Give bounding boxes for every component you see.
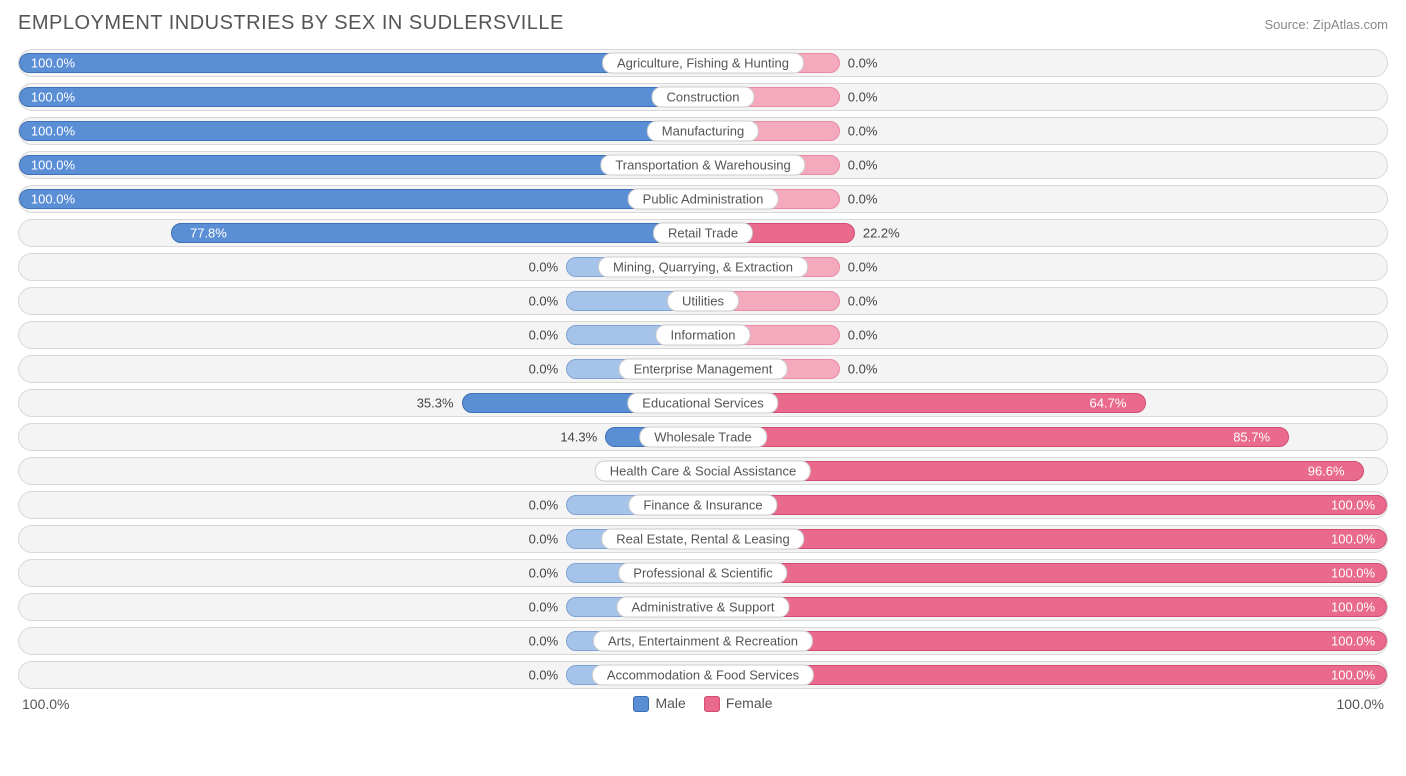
female-value: 0.0% — [848, 260, 878, 275]
female-value: 0.0% — [848, 56, 878, 71]
male-bar — [19, 53, 703, 73]
legend-male: Male — [633, 695, 685, 712]
legend-female-label: Female — [726, 695, 773, 711]
male-value: 0.0% — [529, 294, 559, 309]
category-label: Manufacturing — [647, 121, 759, 142]
chart-row: 0.0% 0.0% Enterprise Management — [18, 355, 1388, 383]
chart-row: 100.0% 0.0% Transportation & Warehousing — [18, 151, 1388, 179]
female-bar — [703, 597, 1387, 617]
category-label: Wholesale Trade — [639, 427, 767, 448]
male-bar — [19, 87, 703, 107]
category-label: Administrative & Support — [616, 597, 789, 618]
legend-female: Female — [704, 695, 773, 712]
chart-row: 0.0% 0.0% Utilities — [18, 287, 1388, 315]
male-bar — [171, 223, 703, 243]
chart-row: 35.3% 64.7% Educational Services — [18, 389, 1388, 417]
category-label: Health Care & Social Assistance — [595, 461, 811, 482]
male-value: 0.0% — [529, 566, 559, 581]
category-label: Finance & Insurance — [628, 495, 777, 516]
chart-row: 14.3% 85.7% Wholesale Trade — [18, 423, 1388, 451]
male-value: 0.0% — [529, 328, 559, 343]
chart-row: 77.8% 22.2% Retail Trade — [18, 219, 1388, 247]
male-value: 0.0% — [529, 634, 559, 649]
female-value: 0.0% — [848, 192, 878, 207]
category-label: Information — [655, 325, 750, 346]
female-bar — [703, 427, 1289, 447]
chart-row: 100.0% 0.0% Construction — [18, 83, 1388, 111]
female-bar — [703, 495, 1387, 515]
chart-title: EMPLOYMENT INDUSTRIES BY SEX IN SUDLERSV… — [18, 12, 564, 35]
category-label: Educational Services — [627, 393, 778, 414]
chart-row: 0.0% 100.0% Accommodation & Food Services — [18, 661, 1388, 689]
chart-row: 0.0% 100.0% Real Estate, Rental & Leasing — [18, 525, 1388, 553]
male-value: 14.3% — [560, 430, 597, 445]
male-bar — [19, 189, 703, 209]
legend-male-label: Male — [655, 695, 685, 711]
category-label: Retail Trade — [653, 223, 753, 244]
legend: Male Female — [633, 695, 772, 712]
chart-row: 0.0% 100.0% Arts, Entertainment & Recreati… — [18, 627, 1388, 655]
source-attribution: Source: ZipAtlas.com — [1264, 17, 1388, 32]
male-value: 0.0% — [529, 498, 559, 513]
female-value: 100.0% — [1331, 532, 1375, 547]
axis-right-label: 100.0% — [1337, 696, 1384, 712]
axis-left-label: 100.0% — [22, 696, 69, 712]
chart-row: 0.0% 100.0% Finance & Insurance — [18, 491, 1388, 519]
female-value: 100.0% — [1331, 566, 1375, 581]
male-value: 100.0% — [31, 192, 75, 207]
male-value: 100.0% — [31, 124, 75, 139]
male-value: 0.0% — [529, 362, 559, 377]
female-value: 100.0% — [1331, 498, 1375, 513]
female-value: 100.0% — [1331, 668, 1375, 683]
female-value: 96.6% — [1308, 464, 1345, 479]
male-value: 0.0% — [529, 600, 559, 615]
category-label: Utilities — [667, 291, 739, 312]
chart-row: 100.0% 0.0% Manufacturing — [18, 117, 1388, 145]
chart-row: 0.0% 100.0% Administrative & Support — [18, 593, 1388, 621]
female-value: 100.0% — [1331, 600, 1375, 615]
category-label: Arts, Entertainment & Recreation — [593, 631, 813, 652]
male-value: 100.0% — [31, 56, 75, 71]
male-value: 100.0% — [31, 90, 75, 105]
female-value: 0.0% — [848, 158, 878, 173]
male-value: 0.0% — [529, 260, 559, 275]
female-bar — [703, 563, 1387, 583]
male-bar — [19, 121, 703, 141]
male-swatch-icon — [633, 696, 649, 712]
male-value: 77.8% — [190, 226, 227, 241]
category-label: Mining, Quarrying, & Extraction — [598, 257, 808, 278]
female-value: 85.7% — [1233, 430, 1270, 445]
category-label: Accommodation & Food Services — [592, 665, 814, 686]
category-label: Construction — [652, 87, 755, 108]
chart-row: 0.0% 0.0% Mining, Quarrying, & Extraction — [18, 253, 1388, 281]
male-value: 0.0% — [529, 668, 559, 683]
chart-row: 0.0% 0.0% Information — [18, 321, 1388, 349]
diverging-bar-chart: 100.0% 0.0% Agriculture, Fishing & Hunting… — [18, 49, 1388, 689]
category-label: Professional & Scientific — [618, 563, 787, 584]
category-label: Agriculture, Fishing & Hunting — [602, 53, 804, 74]
female-value: 0.0% — [848, 124, 878, 139]
category-label: Enterprise Management — [619, 359, 788, 380]
female-value: 0.0% — [848, 294, 878, 309]
chart-row: 100.0% 0.0% Agriculture, Fishing & Hunting — [18, 49, 1388, 77]
chart-row: 0.0% 100.0% Professional & Scientific — [18, 559, 1388, 587]
category-label: Public Administration — [628, 189, 779, 210]
category-label: Real Estate, Rental & Leasing — [601, 529, 804, 550]
male-value: 100.0% — [31, 158, 75, 173]
female-value: 64.7% — [1090, 396, 1127, 411]
female-value: 0.0% — [848, 90, 878, 105]
female-value: 0.0% — [848, 328, 878, 343]
chart-row: 100.0% 0.0% Public Administration — [18, 185, 1388, 213]
female-value: 22.2% — [863, 226, 900, 241]
male-value: 0.0% — [529, 532, 559, 547]
male-value: 35.3% — [417, 396, 454, 411]
female-swatch-icon — [704, 696, 720, 712]
female-value: 100.0% — [1331, 634, 1375, 649]
category-label: Transportation & Warehousing — [600, 155, 805, 176]
female-value: 0.0% — [848, 362, 878, 377]
chart-row: 3.5%96.6%Health Care & Social Assistance — [18, 457, 1388, 485]
female-bar — [703, 529, 1387, 549]
